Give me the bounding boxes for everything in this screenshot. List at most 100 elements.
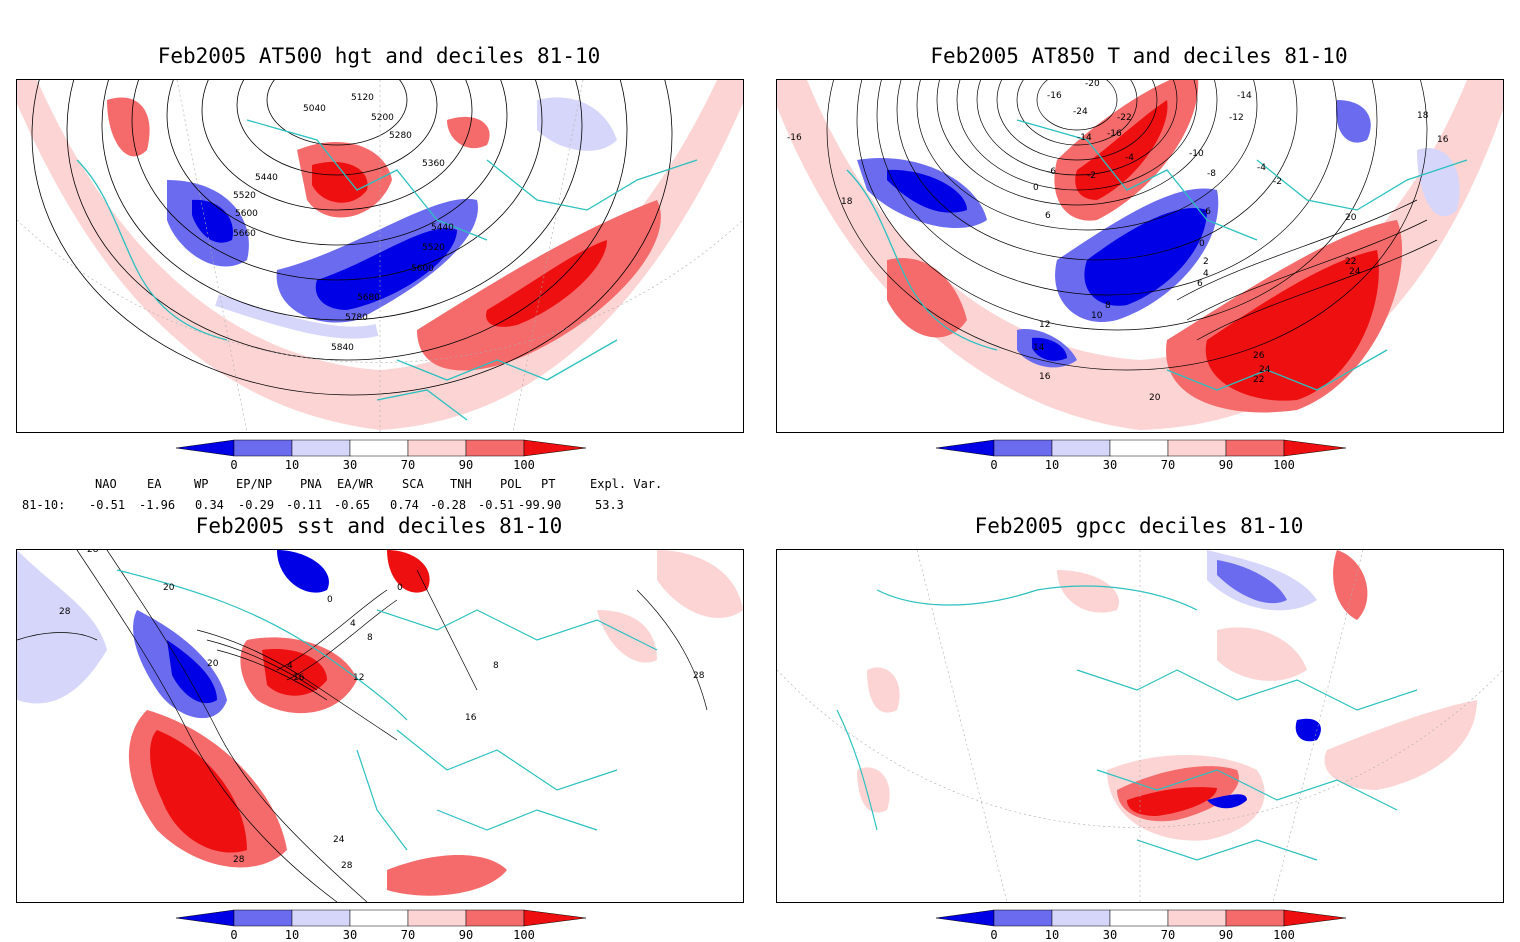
contour-label: -2 bbox=[1087, 171, 1096, 181]
colorbar-tick: 70 bbox=[1160, 458, 1176, 472]
contour-label: 20 bbox=[1345, 213, 1357, 223]
contour-label: 8 bbox=[367, 633, 373, 643]
index-value: -0.51 bbox=[478, 498, 515, 512]
contour-label: -24 bbox=[1073, 107, 1088, 117]
panel-title-sst: Feb2005 sst and deciles 81-10 bbox=[195, 514, 563, 538]
colorbar-tick: 90 bbox=[1218, 928, 1234, 942]
colorbar-tick: 70 bbox=[1160, 928, 1176, 942]
colorbar-tick: 100 bbox=[513, 928, 535, 942]
index-value: -0.29 bbox=[238, 498, 275, 512]
contour-label: 16 bbox=[1039, 372, 1051, 382]
contour-label: 12 bbox=[1039, 320, 1050, 330]
colorbar-tick: 70 bbox=[400, 458, 416, 472]
contour-label: 22 bbox=[1345, 257, 1356, 267]
contour-label: -14 bbox=[1077, 133, 1092, 143]
contour-label: -8 bbox=[1207, 169, 1216, 179]
contour-label: 5200 bbox=[371, 113, 394, 123]
map-t850: -20 -16 -14 -12 -24 -22 -14 -16 -4 -10 -… bbox=[776, 79, 1504, 433]
contour-label: -20 bbox=[1085, 80, 1100, 89]
contour-label: -12 bbox=[1229, 113, 1244, 123]
panel-title-t850: Feb2005 AT850 T and deciles 81-10 bbox=[930, 44, 1348, 68]
contour-label: 18 bbox=[1417, 111, 1429, 121]
index-header: EA/WR bbox=[337, 477, 374, 491]
colorbar-tick: 0 bbox=[990, 458, 998, 472]
contour-label: 8 bbox=[1105, 301, 1111, 311]
colorbar-bottom-right: 0 10 30 70 90 100 bbox=[935, 909, 1347, 942]
colorbar-tick: 0 bbox=[990, 928, 998, 942]
contour-label: 5840 bbox=[331, 343, 354, 353]
index-value: 0.34 bbox=[195, 498, 224, 512]
colorbar-tick: 10 bbox=[284, 458, 300, 472]
contour-label: 0 bbox=[1033, 183, 1039, 193]
colorbar-top-right: 0 10 30 70 90 100 bbox=[935, 439, 1347, 474]
index-value: -1.96 bbox=[139, 498, 176, 512]
contour-label: 28 bbox=[341, 861, 353, 871]
contour-label: 5660 bbox=[233, 229, 256, 239]
index-row-label: 81-10: bbox=[22, 498, 66, 512]
contour-label: 16 bbox=[465, 713, 477, 723]
contour-label: 5520 bbox=[233, 191, 256, 201]
contour-label: 5280 bbox=[389, 131, 412, 141]
panel-title-gpcc: Feb2005 gpcc deciles 81-10 bbox=[974, 514, 1304, 538]
contour-label: 0 bbox=[1199, 239, 1205, 249]
index-header: EP/NP bbox=[236, 477, 273, 491]
index-header: POL bbox=[500, 477, 522, 491]
contour-label: 4 bbox=[350, 619, 356, 629]
contour-label: 0 bbox=[327, 595, 333, 605]
colorbar-tick: 90 bbox=[458, 458, 474, 472]
contour-label: 5120 bbox=[351, 93, 374, 103]
index-value: 0.74 bbox=[390, 498, 419, 512]
contour-label: 5680 bbox=[357, 293, 380, 303]
contour-label: 5780 bbox=[345, 313, 368, 323]
colorbar-tick: 10 bbox=[1044, 458, 1060, 472]
index-header: SCA bbox=[402, 477, 424, 491]
colorbar-tick: 90 bbox=[458, 928, 474, 942]
contour-label: 4 bbox=[287, 661, 293, 671]
colorbar-tick: 30 bbox=[1102, 458, 1118, 472]
contour-label: 5600 bbox=[411, 264, 434, 274]
contour-label: 5440 bbox=[431, 223, 454, 233]
contour-label: 18 bbox=[841, 197, 853, 207]
contour-label: 24 bbox=[1259, 365, 1271, 375]
contour-label: 20 bbox=[163, 583, 175, 593]
contour-label: -6 bbox=[1047, 167, 1056, 177]
contour-label: -16 bbox=[787, 133, 802, 143]
colorbar-tick: 100 bbox=[1273, 458, 1295, 472]
panel-title-hgt500: Feb2005 AT500 hgt and deciles 81-10 bbox=[157, 44, 601, 68]
contour-label: -10 bbox=[1189, 149, 1204, 159]
colorbar-top-left: 0 10 30 70 90 100 bbox=[175, 439, 587, 474]
index-value: -0.51 bbox=[89, 498, 126, 512]
index-value: -0.65 bbox=[334, 498, 371, 512]
index-header: TNH bbox=[450, 477, 472, 491]
colorbar-tick: 30 bbox=[1102, 928, 1118, 942]
contour-label: 24 bbox=[1349, 267, 1361, 277]
map-gpcc bbox=[776, 549, 1504, 903]
index-header: PT bbox=[541, 477, 556, 491]
index-value: 53.3 bbox=[595, 498, 624, 512]
contour-label: 20 bbox=[207, 659, 219, 669]
index-value: -0.11 bbox=[286, 498, 323, 512]
map-sst: 28 28 20 0 0 4 8 4 16 12 20 16 24 28 28 … bbox=[16, 549, 744, 903]
map-hgt500: 5040 5120 5200 5280 5360 5440 5520 5600 … bbox=[16, 79, 744, 433]
contour-label: 5360 bbox=[422, 159, 445, 169]
colorbar-tick: 0 bbox=[230, 458, 238, 472]
contour-label: 26 bbox=[1253, 351, 1265, 361]
contour-label: 10 bbox=[1091, 311, 1103, 321]
contour-label: 28 bbox=[59, 607, 71, 617]
contour-label: -22 bbox=[1117, 113, 1132, 123]
index-value: -99.90 bbox=[518, 498, 562, 512]
contour-label: 4 bbox=[1203, 269, 1209, 279]
colorbar-tick: 100 bbox=[513, 458, 535, 472]
contour-label: -6 bbox=[1202, 207, 1211, 217]
colorbar-tick: 100 bbox=[1273, 928, 1295, 942]
contour-label: 20 bbox=[1149, 393, 1161, 403]
contour-label: -4 bbox=[1125, 153, 1134, 163]
colorbar-tick: 90 bbox=[1218, 458, 1234, 472]
index-header: Expl. Var. bbox=[590, 477, 663, 491]
colorbar-tick: 70 bbox=[400, 928, 416, 942]
index-header: PNA bbox=[300, 477, 322, 491]
contour-label: 24 bbox=[333, 835, 345, 845]
contour-label: 16 bbox=[293, 673, 305, 683]
colorbar-tick: 10 bbox=[284, 928, 300, 942]
contour-label: 0 bbox=[397, 583, 403, 593]
